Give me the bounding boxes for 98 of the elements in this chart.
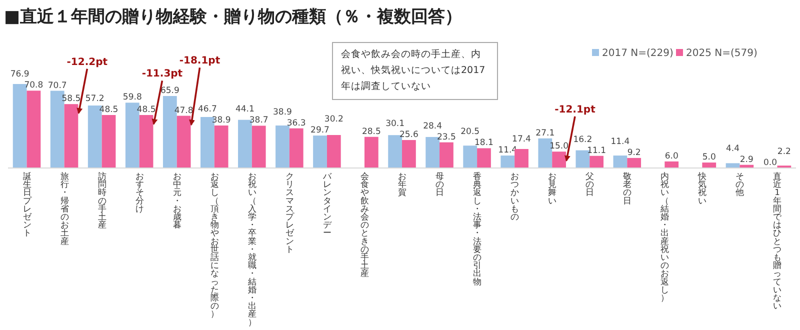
data-label: 6.0 [664, 151, 678, 162]
x-tick-label: お中元・お歳暮 [172, 171, 181, 230]
x-tick-label: 敬老の日 [623, 171, 632, 206]
bar [276, 126, 290, 168]
data-label: 58.5 [62, 94, 81, 104]
x-tick-label: 訪問時の手土産 [98, 171, 106, 230]
bar [402, 140, 416, 168]
x-tick-label: バレンタインデー [322, 171, 332, 238]
bar [613, 156, 628, 168]
category-label: 旅行・帰省のお土産 [60, 171, 68, 246]
bar [102, 115, 116, 168]
bar [440, 142, 454, 168]
bar [627, 158, 642, 168]
bar [200, 116, 214, 168]
data-label: 0.0 [764, 158, 778, 168]
legend-label: 2025 N=(579) [686, 48, 758, 59]
category-label: お祝い（入学・卒業・就職・結婚・出産） [248, 171, 256, 327]
category-label: 会食や飲み会のときの手土産 [360, 171, 368, 278]
bar [364, 136, 378, 168]
data-label: 28.5 [362, 126, 381, 137]
bar [500, 156, 515, 168]
bar [139, 115, 154, 168]
data-label: 30.2 [324, 114, 344, 125]
bar [538, 138, 552, 168]
data-label: 11.1 [587, 146, 606, 156]
data-label: 27.1 [536, 128, 555, 138]
bar [388, 135, 402, 168]
data-label: 16.2 [573, 134, 592, 145]
data-label: 46.7 [198, 104, 217, 115]
data-label: 76.9 [10, 70, 30, 80]
bar [214, 126, 228, 168]
bar [463, 146, 478, 168]
data-label: 48.5 [136, 105, 156, 116]
bar [64, 104, 78, 168]
data-label: 2.9 [740, 154, 754, 165]
data-label: 57.2 [85, 94, 104, 104]
data-label: 15.0 [550, 142, 569, 152]
bar [576, 150, 590, 168]
x-tick-label: 誕生日プレゼント [22, 171, 32, 238]
data-label: 4.4 [726, 144, 740, 154]
data-label: 20.5 [460, 127, 480, 138]
bar [176, 116, 191, 168]
category-label: 香典返し・法事・法要の引出物 [473, 171, 482, 286]
category-label: クリスマスプレゼント [285, 171, 294, 254]
bar [552, 152, 566, 168]
x-tick-label: お年賀 [398, 171, 406, 198]
data-label: 47.8 [174, 106, 194, 116]
x-tick-label: その他 [736, 171, 744, 198]
data-label: 38.9 [273, 107, 292, 118]
text: -12.2pt [66, 56, 108, 68]
legend-label: 2017 N=(229) [602, 48, 674, 59]
data-label: 11.4 [610, 136, 630, 147]
x-tick-label: おすそ分け [135, 171, 144, 214]
data-label: 48.5 [99, 105, 118, 116]
data-label: 30.1 [386, 119, 405, 130]
data-label: 65.9 [160, 86, 180, 96]
data-label: 28.4 [423, 121, 442, 132]
category-label: お返し（頂き物やお世話になった際の） [210, 171, 218, 319]
text: -18.1pt [179, 56, 220, 67]
category-label: 内祝い（結婚・出産祝いのお返し） [660, 171, 669, 302]
bar [590, 156, 604, 168]
annotation: -12.1pt [554, 104, 596, 116]
bar [252, 126, 266, 168]
bar [12, 84, 27, 168]
data-label: 70.8 [24, 80, 44, 91]
bar [664, 161, 679, 168]
data-label: 2.2 [777, 147, 791, 157]
data-label: 38.9 [212, 116, 231, 126]
bar [326, 135, 341, 168]
bar [238, 120, 252, 168]
data-label: 23.5 [436, 132, 456, 142]
bar [313, 136, 327, 168]
bar [26, 90, 41, 168]
data-label: 18.1 [474, 138, 494, 148]
bar [514, 148, 528, 168]
data-label: 38.7 [249, 116, 268, 126]
x-tick-label: 父の日 [586, 171, 594, 198]
data-label: 17.4 [512, 134, 531, 145]
data-label: 25.6 [399, 130, 418, 140]
bar [726, 163, 740, 168]
chart-title: ■直近１年間の贈り物経験・贈り物の種類（％・複数回答） [4, 7, 462, 27]
data-label: 44.1 [235, 104, 254, 115]
x-tick-label: おつかいもの [510, 171, 519, 222]
x-tick-label: 快気祝い [697, 171, 706, 206]
category-label: 直近1年間ではひとつも贈っていない [773, 171, 782, 311]
data-label: 5.0 [702, 152, 716, 163]
bar [289, 128, 304, 168]
data-label: 70.7 [48, 80, 67, 91]
data-label: 36.3 [286, 118, 306, 128]
x-tick-label: お見舞い [548, 171, 556, 206]
text: -11.3pt [142, 68, 183, 80]
data-label: 59.8 [122, 92, 142, 103]
data-label: 9.2 [627, 148, 641, 158]
bar [477, 148, 491, 168]
x-tick-label: 母の日 [436, 171, 444, 198]
annotation: 会食や飲み会の時の手土産、内祝い、快気祝いについては2017年は調査していない [332, 42, 498, 100]
data-label: 29.7 [310, 126, 330, 136]
bar [702, 162, 716, 168]
